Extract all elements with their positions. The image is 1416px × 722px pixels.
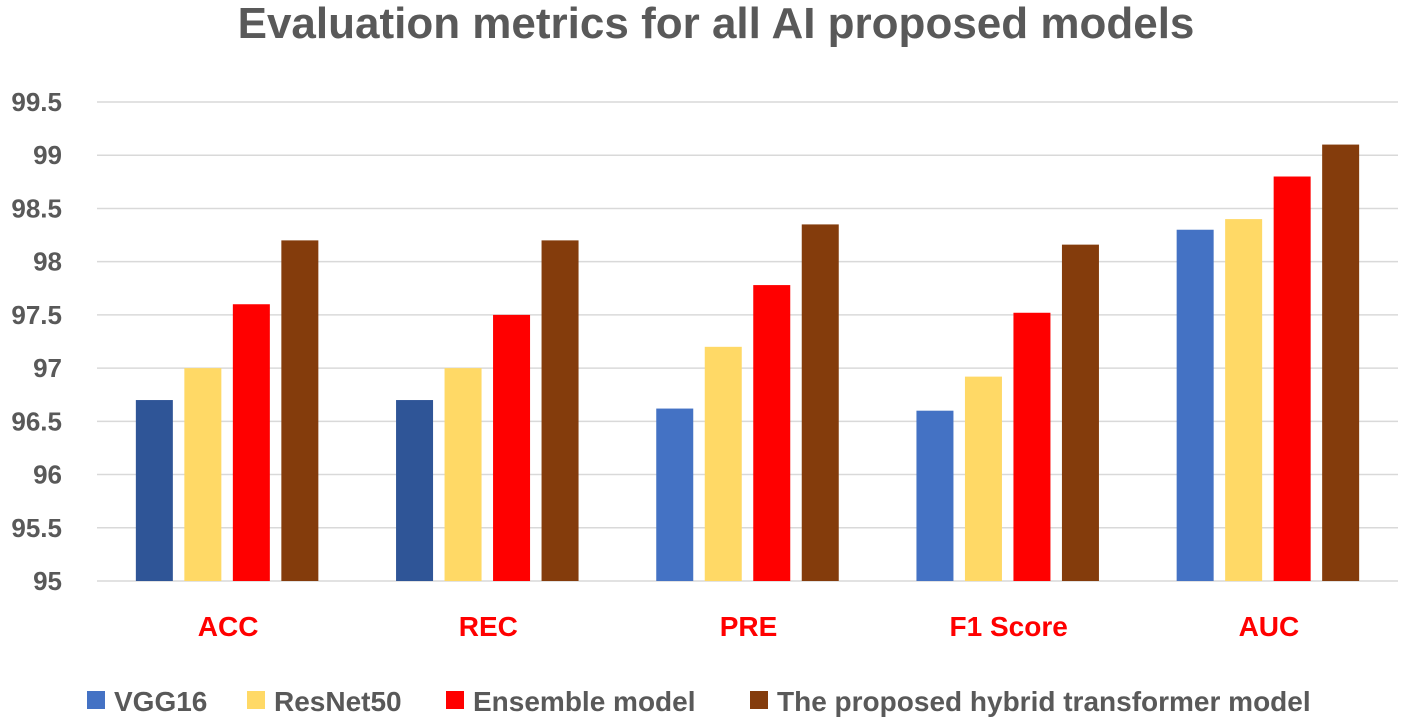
chart-title: Evaluation metrics for all AI proposed m… [238,0,1195,48]
bar-ensemble-model-pre [753,285,791,581]
x-tick-label: AUC [1239,611,1300,642]
bar-the-proposed-hybrid-transformer-model-pre [801,224,839,581]
bar-vgg16-acc [135,400,173,581]
y-tick-label: 97 [33,353,62,383]
bar-the-proposed-hybrid-transformer-model-auc [1322,144,1360,582]
bar-the-proposed-hybrid-transformer-model-f1-score [1061,244,1099,581]
x-tick-label: REC [459,611,518,642]
y-tick-label: 96 [33,460,62,490]
bar-resnet50-acc [184,368,222,581]
legend-label: The proposed hybrid transformer model [777,686,1311,717]
y-tick-label: 95 [33,566,62,596]
y-tick-label: 96.5 [11,406,62,436]
y-tick-label: 99 [33,140,62,170]
bar-the-proposed-hybrid-transformer-model-rec [541,240,579,581]
y-tick-label: 97.5 [11,300,62,330]
bar-vgg16-rec [396,400,434,581]
bar-vgg16-pre [656,408,694,581]
legend-label: VGG16 [114,686,207,717]
x-tick-label: ACC [198,611,259,642]
legend-label: Ensemble model [473,686,696,717]
y-tick-label: 99.5 [11,87,62,117]
legend-swatch [446,691,464,709]
y-tick-label: 95.5 [11,513,62,543]
x-tick-label: PRE [720,611,778,642]
y-axis-ticks: 95 95.5 96 96.5 97 97.5 98 98.5 99 99.5 [11,87,62,596]
bar-ensemble-model-f1-score [1013,312,1051,581]
x-tick-label: F1 Score [950,611,1068,642]
x-axis-ticks: ACC REC PRE F1 Score AUC [198,611,1299,642]
bar-resnet50-f1-score [964,376,1002,581]
bar-ensemble-model-auc [1273,176,1311,581]
bar-resnet50-auc [1225,219,1263,582]
legend-swatch [87,691,105,709]
y-tick-label: 98 [33,247,62,277]
legend-swatch [247,691,265,709]
legend: VGG16 ResNet50 Ensemble model The proposed … [87,686,1311,717]
bar-resnet50-pre [704,346,742,581]
legend-label: ResNet50 [274,686,402,717]
bar-vgg16-f1-score [916,410,954,581]
legend-swatch [750,691,768,709]
bar-the-proposed-hybrid-transformer-model-acc [281,240,319,581]
bar-ensemble-model-rec [493,314,531,581]
bar-ensemble-model-acc [232,304,270,581]
bars [135,144,1360,582]
bar-resnet50-rec [444,368,482,581]
bar-vgg16-auc [1176,229,1214,581]
y-tick-label: 98.5 [11,193,62,223]
